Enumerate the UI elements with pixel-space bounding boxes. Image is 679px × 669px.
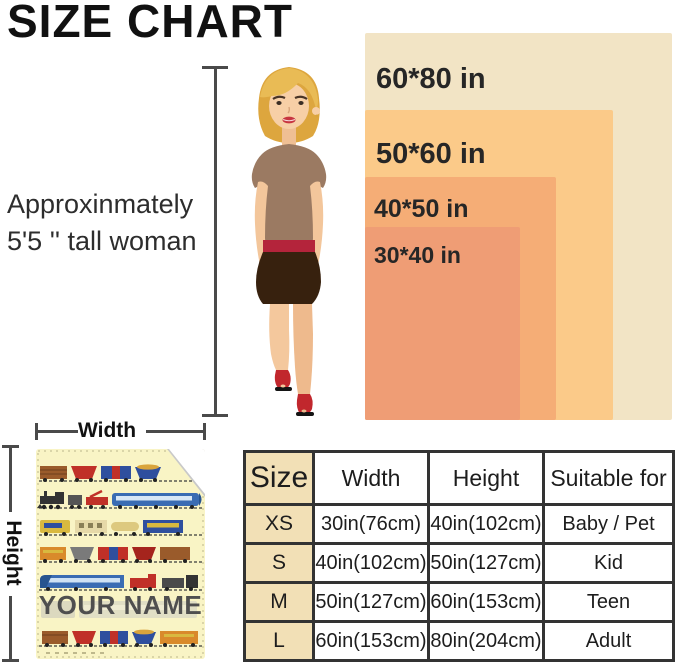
blouse bbox=[251, 144, 327, 240]
size-table: Size Width Height Suitable for XS 30in(7… bbox=[243, 450, 675, 662]
hair-bang bbox=[260, 68, 318, 110]
model-height-note-line1: Approxinmately bbox=[7, 189, 194, 219]
table-cell: XS bbox=[243, 503, 315, 545]
height-label: Height bbox=[2, 520, 25, 586]
table-cell: 40in(102cm) bbox=[312, 542, 430, 584]
size-label-30x40: 30*40 in bbox=[374, 242, 461, 268]
skirt bbox=[256, 252, 321, 304]
ear bbox=[312, 107, 320, 115]
column-header-height: Height bbox=[427, 450, 545, 506]
left-eyebrow bbox=[272, 95, 286, 100]
table-cell: L bbox=[243, 620, 315, 662]
personalization-text: YOUR NAME bbox=[38, 590, 203, 620]
size-row-xs: XS 30in(76cm) 40in(102cm) Baby / Pet bbox=[243, 503, 675, 545]
train-row-faint bbox=[41, 601, 197, 618]
train-row bbox=[37, 489, 202, 510]
train-pattern bbox=[37, 450, 204, 658]
train-row bbox=[40, 520, 183, 536]
table-cell: 50in(127cm) bbox=[312, 581, 430, 623]
size-label-40x50: 40*50 in bbox=[374, 195, 469, 223]
table-cell: 60in(153cm) bbox=[312, 620, 430, 662]
table-cell: Adult bbox=[542, 620, 675, 662]
left-leg bbox=[269, 304, 290, 370]
size-row-m: M 50in(127cm) 60in(153cm) Teen bbox=[243, 581, 675, 623]
lips bbox=[282, 116, 296, 124]
table-cell: 30in(76cm) bbox=[312, 503, 430, 545]
table-cell: S bbox=[243, 542, 315, 584]
table-cell: Baby / Pet bbox=[542, 503, 675, 545]
right-shoe bbox=[296, 394, 313, 414]
right-leg bbox=[293, 304, 313, 394]
table-cell: 50in(127cm) bbox=[427, 542, 545, 584]
nose bbox=[287, 106, 291, 114]
train-row bbox=[40, 547, 190, 563]
train-row bbox=[40, 574, 198, 591]
right-eye bbox=[298, 101, 304, 105]
belt bbox=[263, 240, 315, 252]
left-eye bbox=[276, 101, 282, 105]
model-height-note: Approxinmately 5'5 '' tall woman bbox=[7, 186, 197, 260]
table-cell: 60in(153cm) bbox=[427, 581, 545, 623]
woman-illustration bbox=[251, 67, 327, 416]
table-cell: M bbox=[243, 581, 315, 623]
table-header-row: Size Width Height Suitable for bbox=[243, 450, 675, 506]
page-title: SIZE CHART bbox=[7, 0, 293, 47]
left-shoe bbox=[274, 370, 291, 389]
blanket-preview: YOUR NAME bbox=[36, 449, 205, 659]
table-cell: 80in(204cm) bbox=[427, 620, 545, 662]
size-row-s: S 40in(102cm) 50in(127cm) Kid bbox=[243, 542, 675, 584]
train-row bbox=[42, 629, 198, 647]
width-label: Width bbox=[78, 419, 137, 442]
table-cell: Teen bbox=[542, 581, 675, 623]
column-header-size: Size bbox=[243, 450, 315, 506]
column-header-width: Width bbox=[312, 450, 430, 506]
column-header-suitable-for: Suitable for bbox=[542, 450, 675, 506]
size-rect-30x40: 30*40 in bbox=[365, 227, 520, 420]
train-row bbox=[40, 464, 161, 482]
earring bbox=[315, 114, 319, 118]
table-cell: 40in(102cm) bbox=[427, 503, 545, 545]
size-label-60x80: 60*80 in bbox=[376, 63, 486, 95]
right-eyebrow bbox=[294, 95, 308, 100]
size-row-l: L 60in(153cm) 80in(204cm) Adult bbox=[243, 620, 675, 662]
table-cell: Kid bbox=[542, 542, 675, 584]
model-height-note-line2: 5'5 '' tall woman bbox=[7, 226, 197, 256]
size-label-50x60: 50*60 in bbox=[376, 138, 486, 170]
